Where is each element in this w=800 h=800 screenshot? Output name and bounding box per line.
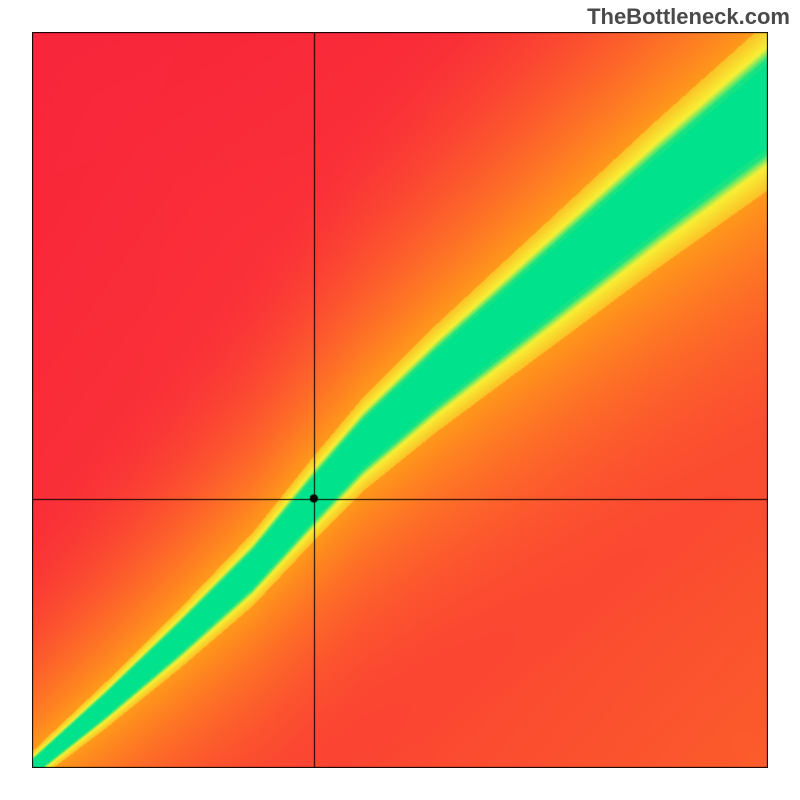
bottleneck-heatmap bbox=[32, 32, 768, 768]
chart-container: { "watermark": { "text": "TheBottleneck.… bbox=[0, 0, 800, 800]
watermark-text: TheBottleneck.com bbox=[587, 4, 790, 30]
